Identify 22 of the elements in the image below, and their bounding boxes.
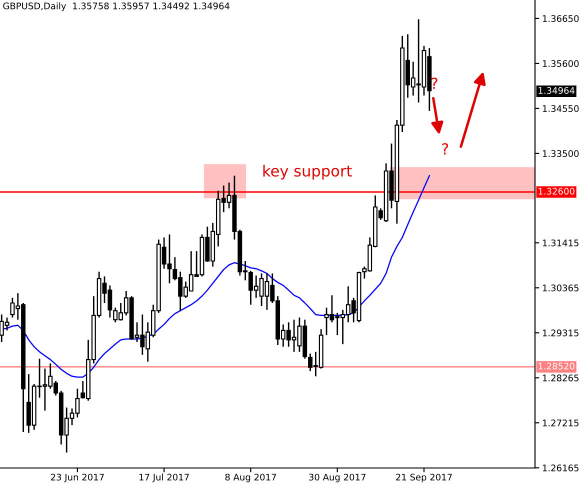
y-tick-label: 1.31415 <box>542 240 578 246</box>
chart-title: GBPUSD,Daily 1.35758 1.35957 1.34492 1.34964 <box>3 2 230 12</box>
y-tick-label: 1.34550 <box>542 105 579 112</box>
y-tick-label: 1.33500 <box>542 150 579 157</box>
text: ? <box>442 143 448 154</box>
ref-line-label: 1.32600 <box>538 188 574 195</box>
x-tick-label: 21 Sep 2017 <box>396 474 452 482</box>
annotation: ? <box>431 78 438 89</box>
y-tick-label: 1.27215 <box>542 420 578 426</box>
x-tick-label: 30 Aug 2017 <box>309 474 366 482</box>
x-tick-label: 8 Aug 2017 <box>225 474 276 482</box>
y-tick-label: 1.35600 <box>542 60 579 67</box>
y-tick-label: 1.29315 <box>542 330 578 336</box>
x-tick-label: 17 Jul 2017 <box>140 474 189 482</box>
text: 1.34964 <box>538 87 574 94</box>
annotation: key support <box>263 164 352 180</box>
ref-line-label: 1.28520 <box>538 362 574 370</box>
y-tick-label: 1.30365 <box>542 284 578 292</box>
x-tick-label: 23 Jun 2017 <box>50 474 104 482</box>
y-tick-label: 1.26165 <box>542 464 578 472</box>
y-tick-label: 1.36650 <box>542 15 579 22</box>
y-tick-label: 1.28265 <box>542 374 578 382</box>
